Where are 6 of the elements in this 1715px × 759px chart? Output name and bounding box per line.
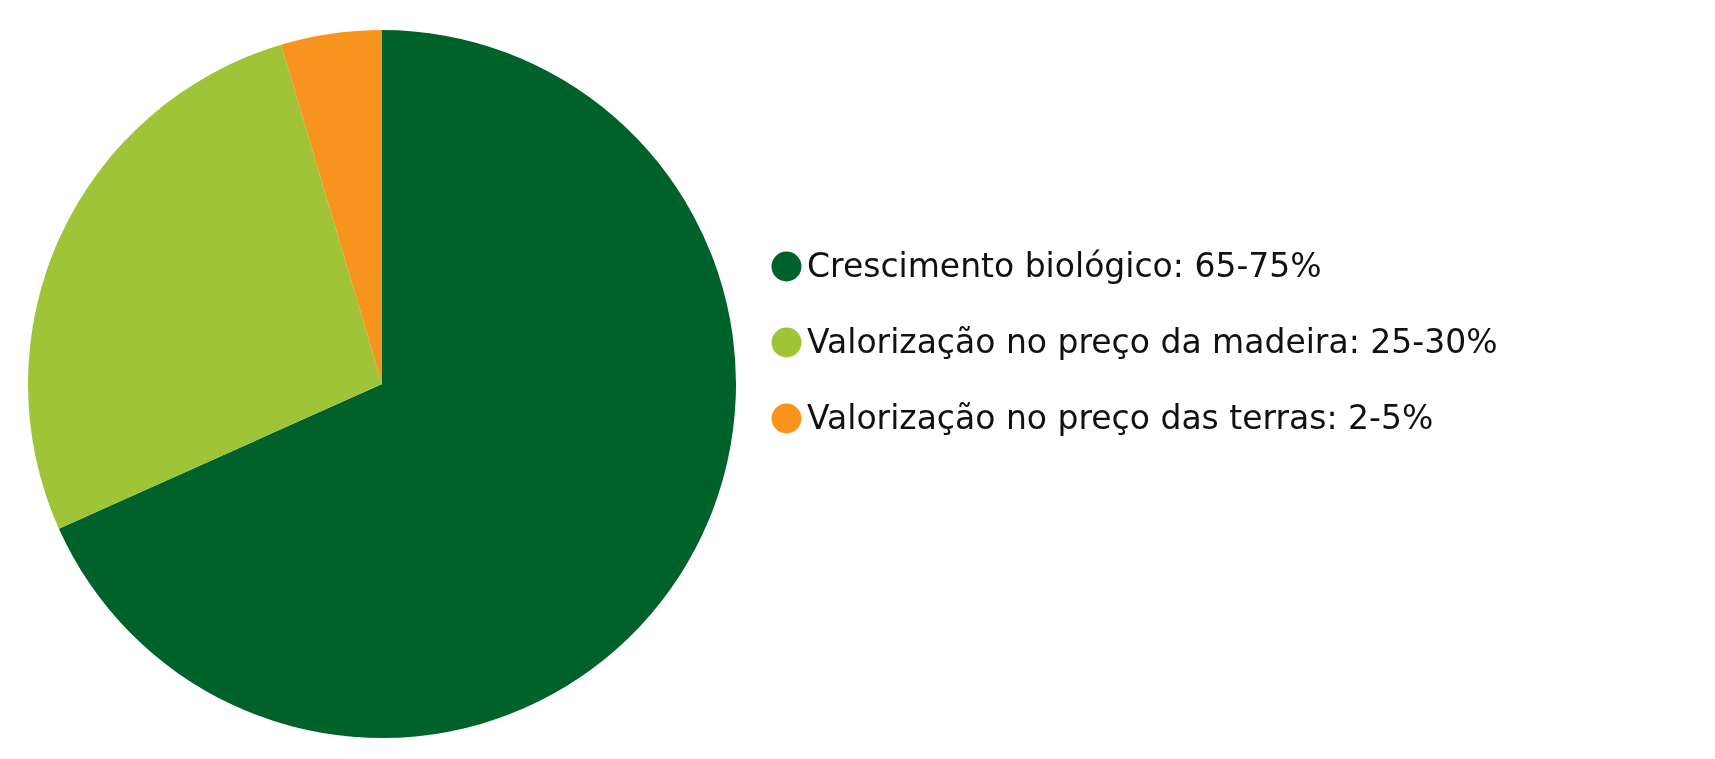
legend-label: Valorização no preço das terras: 2-5%: [807, 397, 1434, 437]
legend-label: Crescimento biológico: 65-75%: [807, 245, 1322, 285]
pie-slice: [28, 44, 382, 529]
pie-slice: [281, 30, 382, 384]
legend-label: Valorização no preço da madeira: 25-30%: [807, 321, 1498, 361]
pie-slice: [58, 30, 736, 738]
